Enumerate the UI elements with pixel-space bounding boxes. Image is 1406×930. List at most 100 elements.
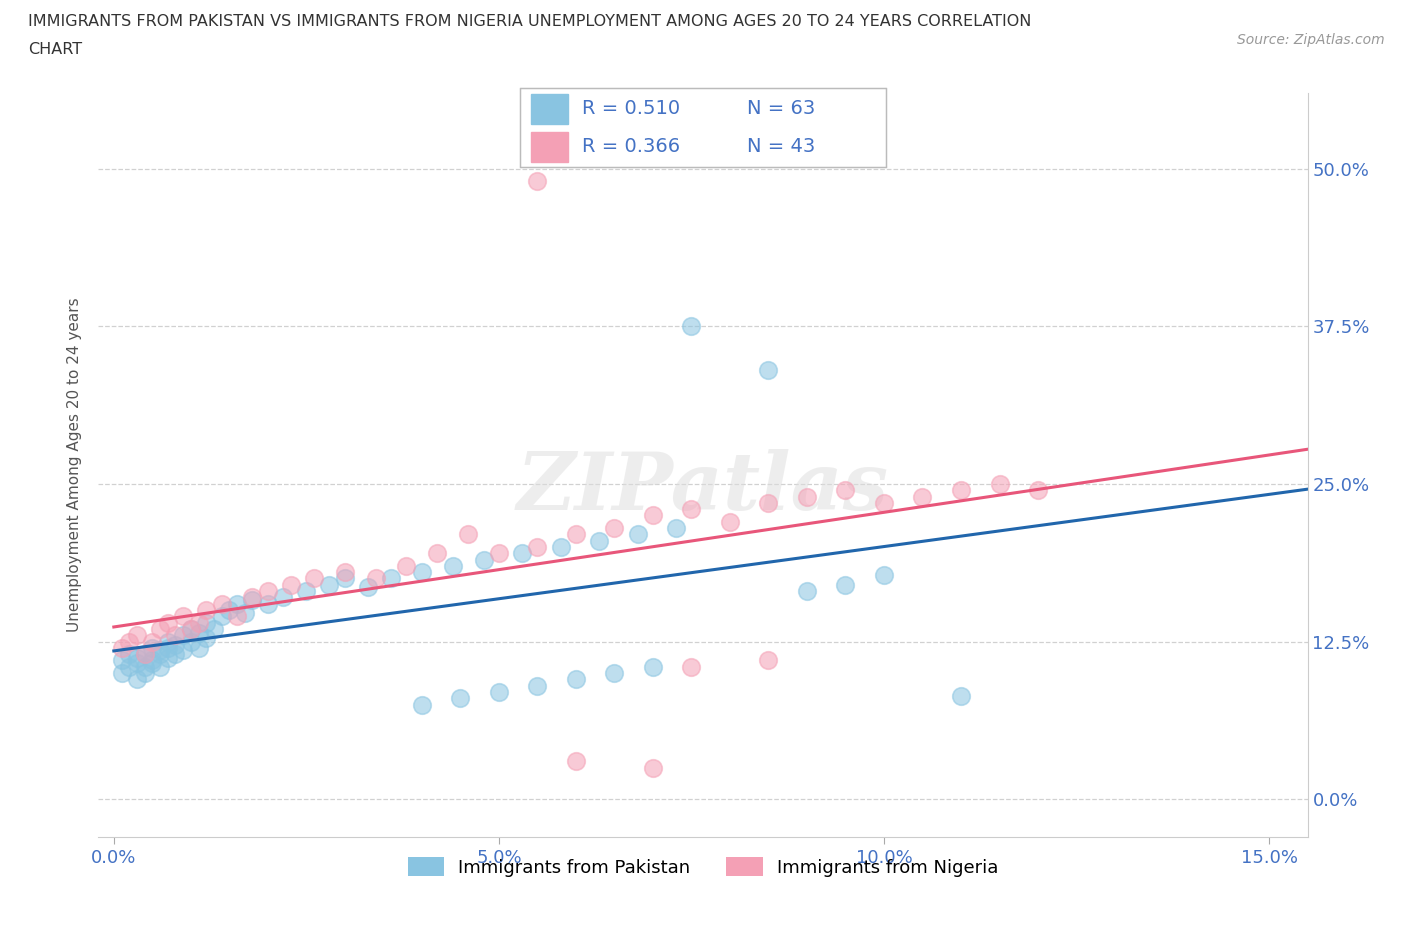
Point <box>125 656 148 671</box>
Point <box>141 641 163 656</box>
Point <box>457 527 479 542</box>
Legend: Immigrants from Pakistan, Immigrants from Nigeria: Immigrants from Pakistan, Immigrants fro… <box>401 850 1005 883</box>
Point <box>134 646 156 661</box>
Point <box>988 476 1011 491</box>
Point <box>195 631 218 645</box>
Point <box>180 621 202 636</box>
Point <box>526 678 548 693</box>
Point <box>242 590 264 604</box>
Point <box>195 615 218 630</box>
Point <box>510 546 533 561</box>
Point <box>758 496 780 511</box>
Point <box>187 615 209 630</box>
Point <box>758 653 780 668</box>
Point <box>565 672 588 687</box>
Point <box>165 628 187 643</box>
Point <box>156 615 179 630</box>
Point <box>357 580 380 595</box>
Text: Source: ZipAtlas.com: Source: ZipAtlas.com <box>1237 33 1385 46</box>
Point <box>426 546 449 561</box>
Y-axis label: Unemployment Among Ages 20 to 24 years: Unemployment Among Ages 20 to 24 years <box>67 298 83 632</box>
Point <box>187 625 209 640</box>
Point <box>110 666 132 681</box>
Point <box>472 552 495 567</box>
Point <box>226 596 249 611</box>
Point <box>257 596 280 611</box>
Point <box>180 634 202 649</box>
Point <box>834 483 856 498</box>
Text: ZIPatlas: ZIPatlas <box>517 448 889 526</box>
Text: IMMIGRANTS FROM PAKISTAN VS IMMIGRANTS FROM NIGERIA UNEMPLOYMENT AMONG AGES 20 T: IMMIGRANTS FROM PAKISTAN VS IMMIGRANTS F… <box>28 14 1032 29</box>
Point <box>141 656 163 671</box>
Point <box>565 754 588 769</box>
Point <box>233 605 256 620</box>
Point <box>172 628 194 643</box>
Point <box>172 643 194 658</box>
Point <box>526 174 548 189</box>
Point <box>488 546 510 561</box>
Point <box>141 653 163 668</box>
Point <box>411 565 433 579</box>
Point <box>681 501 703 516</box>
Point <box>588 533 610 548</box>
Point <box>364 571 387 586</box>
Point <box>180 621 202 636</box>
Point <box>681 319 703 334</box>
Point <box>318 578 340 592</box>
Point <box>395 558 418 573</box>
Point <box>565 527 588 542</box>
Point <box>218 603 240 618</box>
Point <box>134 666 156 681</box>
Point <box>488 684 510 699</box>
Point <box>165 638 187 653</box>
Point <box>134 659 156 674</box>
Point <box>165 646 187 661</box>
Point <box>302 571 325 586</box>
Point <box>641 659 664 674</box>
Point <box>950 688 973 703</box>
Point <box>641 508 664 523</box>
Point <box>226 609 249 624</box>
Point <box>681 659 703 674</box>
Point <box>118 634 141 649</box>
Point <box>603 521 626 536</box>
Point <box>718 514 741 529</box>
Point <box>149 621 172 636</box>
Point <box>1026 483 1049 498</box>
Point <box>665 521 688 536</box>
Point <box>211 596 233 611</box>
Point <box>257 584 280 599</box>
Point <box>110 653 132 668</box>
Point <box>796 489 818 504</box>
Point <box>758 363 780 378</box>
Text: N = 63: N = 63 <box>747 100 815 118</box>
Point <box>211 609 233 624</box>
Point <box>950 483 973 498</box>
Point <box>156 634 179 649</box>
Point <box>526 539 548 554</box>
Point <box>149 643 172 658</box>
Point <box>641 760 664 775</box>
Point <box>134 646 156 661</box>
Point <box>156 650 179 665</box>
Point <box>626 527 648 542</box>
Point <box>441 558 464 573</box>
Point <box>242 592 264 607</box>
Text: R = 0.510: R = 0.510 <box>582 100 681 118</box>
Point <box>333 571 356 586</box>
Text: N = 43: N = 43 <box>747 138 815 156</box>
Point <box>333 565 356 579</box>
Point <box>873 567 896 582</box>
Point <box>141 634 163 649</box>
Point <box>118 659 141 674</box>
Point <box>156 641 179 656</box>
Point <box>125 672 148 687</box>
Point <box>550 539 572 554</box>
Point <box>280 578 302 592</box>
Bar <box>531 132 568 162</box>
Point <box>202 621 225 636</box>
Point <box>603 666 626 681</box>
Point <box>411 698 433 712</box>
Point <box>911 489 934 504</box>
Point <box>796 584 818 599</box>
